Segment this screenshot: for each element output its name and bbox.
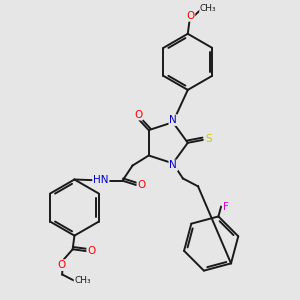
Text: S: S bbox=[205, 134, 211, 144]
Text: N: N bbox=[169, 160, 177, 170]
Text: O: O bbox=[57, 260, 66, 270]
Text: CH₃: CH₃ bbox=[74, 277, 91, 286]
Text: CH₃: CH₃ bbox=[200, 4, 217, 13]
Text: HN: HN bbox=[93, 175, 109, 185]
Text: O: O bbox=[137, 180, 146, 190]
Text: O: O bbox=[87, 246, 95, 256]
Text: F: F bbox=[223, 202, 229, 212]
Text: O: O bbox=[134, 110, 142, 120]
Text: N: N bbox=[169, 115, 177, 125]
Text: O: O bbox=[186, 11, 194, 21]
